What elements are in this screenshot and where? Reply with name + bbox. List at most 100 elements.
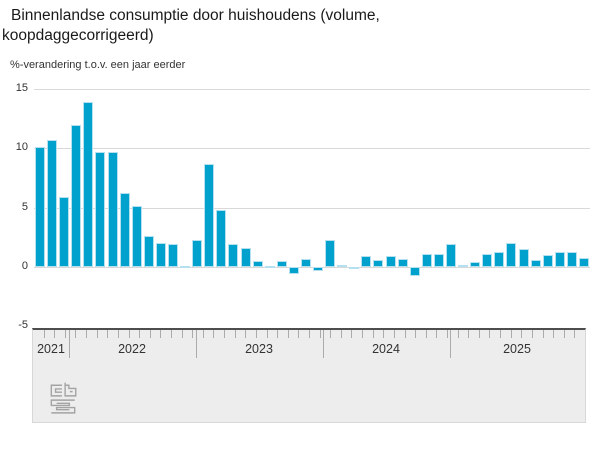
bar-2023-09[interactable] bbox=[313, 267, 324, 271]
month-tick bbox=[43, 330, 45, 338]
month-tick bbox=[510, 330, 512, 338]
month-tick bbox=[245, 330, 247, 338]
month-tick bbox=[500, 330, 502, 338]
month-tick bbox=[319, 330, 321, 338]
month-tick bbox=[139, 330, 141, 338]
month-tick bbox=[64, 330, 66, 338]
bar-2025-01[interactable] bbox=[506, 243, 517, 267]
bar-2023-03[interactable] bbox=[240, 248, 251, 267]
month-tick bbox=[383, 330, 385, 338]
bar-2024-11[interactable] bbox=[482, 253, 493, 267]
month-tick bbox=[117, 330, 119, 338]
bar-2022-03[interactable] bbox=[95, 151, 106, 267]
month-tick bbox=[107, 330, 109, 338]
bar-2023-10[interactable] bbox=[325, 239, 336, 267]
month-tick bbox=[298, 330, 300, 338]
bar-2022-08[interactable] bbox=[155, 243, 166, 267]
bar-2024-03[interactable] bbox=[385, 256, 396, 267]
month-tick bbox=[415, 330, 417, 338]
month-tick bbox=[393, 330, 395, 338]
chart-subtitle: %-verandering t.o.v. een jaar eerder bbox=[10, 59, 186, 71]
month-tick bbox=[224, 330, 226, 338]
month-tick bbox=[277, 330, 279, 338]
month-tick bbox=[255, 330, 257, 338]
month-tick bbox=[160, 330, 162, 338]
gridline bbox=[34, 207, 590, 209]
bar-2024-07[interactable] bbox=[433, 253, 444, 267]
month-tick bbox=[192, 330, 194, 338]
bar-2025-03[interactable] bbox=[530, 259, 541, 267]
month-tick bbox=[489, 330, 491, 338]
month-tick bbox=[287, 330, 289, 338]
bar-2023-11[interactable] bbox=[337, 264, 348, 267]
year-divider bbox=[323, 330, 324, 358]
bar-2021-10[interactable] bbox=[35, 147, 46, 267]
bar-2023-06[interactable] bbox=[276, 261, 287, 267]
bar-2024-10[interactable] bbox=[470, 262, 481, 267]
year-label-2022: 2022 bbox=[118, 342, 146, 356]
bar-2024-01[interactable] bbox=[361, 256, 372, 267]
bar-2022-01[interactable] bbox=[71, 124, 82, 267]
bar-2022-04[interactable] bbox=[107, 151, 118, 267]
month-tick bbox=[202, 330, 204, 338]
bar-2024-12[interactable] bbox=[494, 251, 505, 267]
month-tick bbox=[351, 330, 353, 338]
month-tick bbox=[521, 330, 523, 338]
y-axis-tick-label: 10 bbox=[15, 141, 28, 154]
month-tick bbox=[213, 330, 215, 338]
bar-2023-12[interactable] bbox=[349, 267, 360, 270]
bar-2024-08[interactable] bbox=[446, 244, 456, 267]
bar-2024-05[interactable] bbox=[409, 267, 420, 277]
month-tick bbox=[96, 330, 98, 338]
x-axis-time-slider[interactable]: 2021 2022 2023 2024 2025 bbox=[32, 328, 586, 423]
month-tick bbox=[266, 330, 268, 338]
y-axis-tick-label: 5 bbox=[21, 200, 28, 213]
bar-2023-04[interactable] bbox=[252, 261, 263, 267]
bar-2025-07[interactable] bbox=[578, 257, 589, 267]
month-tick bbox=[181, 330, 183, 338]
month-tick bbox=[234, 330, 236, 338]
y-axis-tick-label: 0 bbox=[21, 260, 28, 272]
bar-2022-12[interactable] bbox=[204, 163, 215, 267]
month-tick bbox=[542, 330, 544, 338]
bar-2023-05[interactable] bbox=[264, 265, 275, 268]
bar-2022-02[interactable] bbox=[83, 102, 94, 267]
bar-2022-06[interactable] bbox=[131, 206, 142, 267]
bar-2021-12[interactable] bbox=[59, 196, 70, 267]
month-tick bbox=[404, 330, 406, 338]
month-tick bbox=[54, 330, 56, 338]
year-divider bbox=[450, 330, 451, 358]
bar-2024-06[interactable] bbox=[421, 253, 432, 267]
month-tick bbox=[362, 330, 364, 338]
chart-title-line1: Binnenlandse consumptie door huishoudens… bbox=[11, 7, 380, 24]
bar-2022-11[interactable] bbox=[192, 239, 203, 267]
bar-2023-08[interactable] bbox=[300, 258, 311, 267]
bar-2023-02[interactable] bbox=[228, 244, 239, 267]
bar-2025-05[interactable] bbox=[554, 251, 565, 267]
y-axis: 15 10 5 0 -5 bbox=[4, 0, 28, 340]
chart-title: Binnenlandse consumptie door huishoudens… bbox=[2, 6, 542, 46]
month-tick bbox=[372, 330, 374, 338]
bar-2025-04[interactable] bbox=[542, 255, 553, 267]
bar-2022-07[interactable] bbox=[143, 236, 154, 267]
month-tick bbox=[563, 330, 565, 338]
bar-2025-02[interactable] bbox=[518, 249, 529, 267]
bar-2022-10[interactable] bbox=[180, 265, 191, 268]
bar-2022-09[interactable] bbox=[168, 244, 178, 267]
month-tick bbox=[340, 330, 342, 338]
bar-2023-07[interactable] bbox=[288, 267, 299, 275]
bar-2023-01[interactable] bbox=[216, 210, 227, 267]
bar-2024-02[interactable] bbox=[373, 259, 384, 267]
bar-2021-11[interactable] bbox=[47, 140, 58, 267]
bar-2025-06[interactable] bbox=[566, 251, 577, 267]
bar-2024-09[interactable] bbox=[458, 264, 469, 267]
month-tick bbox=[171, 330, 172, 338]
bar-2022-05[interactable] bbox=[119, 193, 130, 267]
gridline bbox=[34, 88, 590, 90]
month-tick bbox=[425, 330, 427, 338]
bar-2024-04[interactable] bbox=[397, 258, 408, 267]
gridline bbox=[34, 267, 590, 268]
month-tick bbox=[309, 330, 310, 338]
month-tick bbox=[330, 330, 332, 338]
